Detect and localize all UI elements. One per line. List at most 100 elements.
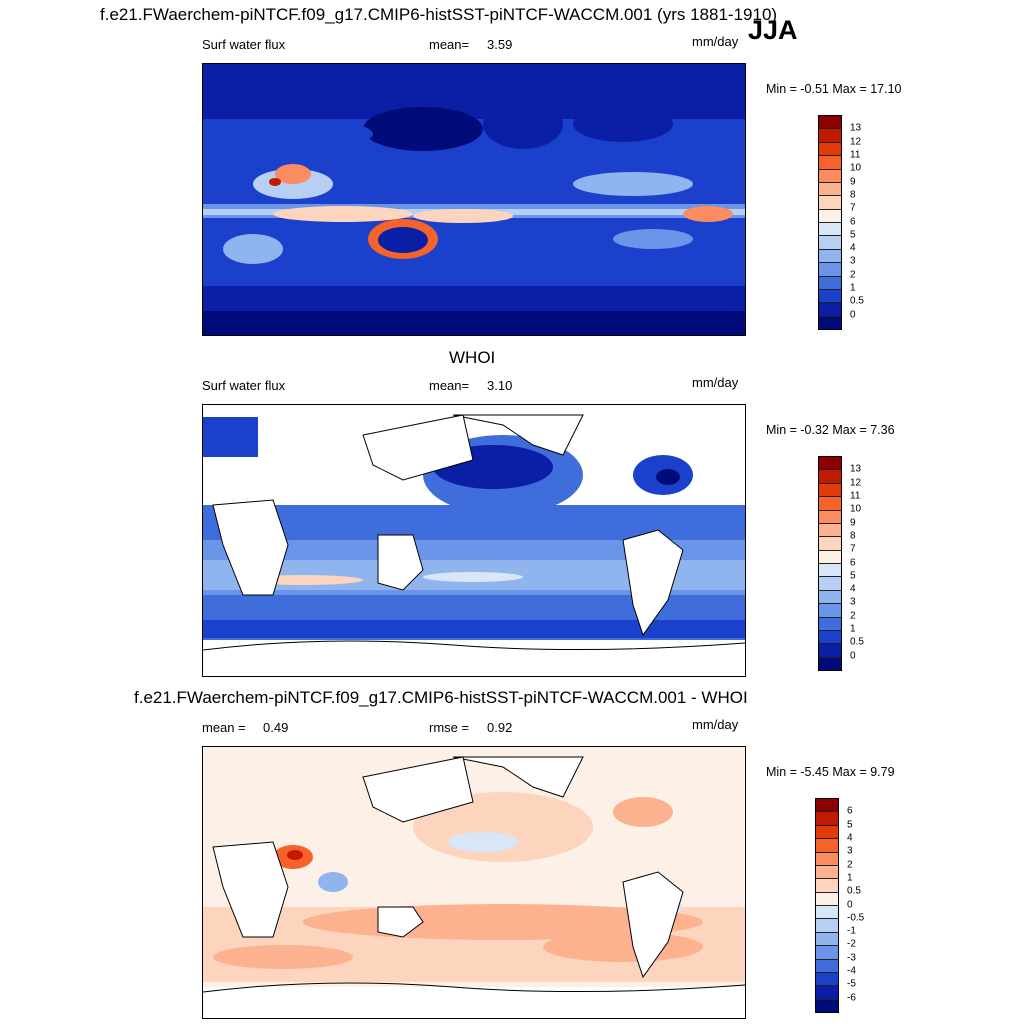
colorbar-swatch xyxy=(816,931,838,946)
panel-diff-rmse-value: 0.92 xyxy=(487,720,513,735)
colorbar-tick-label: 13 xyxy=(850,122,862,134)
colorbar-tick-label: -6 xyxy=(847,992,856,1004)
colorbar-swatch xyxy=(819,643,841,657)
colorbar-swatch xyxy=(819,288,841,303)
colorbar-swatch xyxy=(819,563,841,577)
panel-diff-map xyxy=(202,746,746,1019)
colorbar-swatch xyxy=(816,851,838,865)
colorbar-tick-label: 9 xyxy=(850,176,856,188)
panel-obs-colorbar xyxy=(818,456,842,671)
colorbar-swatch xyxy=(819,603,841,617)
panel-obs-mean-label: mean= xyxy=(429,378,470,393)
colorbar-swatch xyxy=(819,168,841,182)
colorbar-swatch xyxy=(819,509,841,523)
colorbar-tick-label: 3 xyxy=(850,255,856,267)
colorbar-tick-label: 5 xyxy=(847,819,853,831)
panel-model-mean-label: mean= xyxy=(429,37,470,52)
colorbar-swatch xyxy=(819,482,841,497)
colorbar-tick-label: 9 xyxy=(850,517,856,529)
colorbar-swatch xyxy=(819,496,841,510)
colorbar-tick-label: 0.5 xyxy=(850,295,864,307)
colorbar-tick-label: 6 xyxy=(847,805,853,817)
colorbar-swatch xyxy=(819,522,841,537)
panel-obs-variable-label: Surf water flux xyxy=(202,378,286,393)
colorbar-swatch xyxy=(819,315,841,329)
colorbar-swatch xyxy=(819,262,841,276)
colorbar-swatch xyxy=(819,181,841,196)
colorbar-tick-label: 5 xyxy=(850,570,856,582)
colorbar-swatch xyxy=(816,811,838,825)
colorbar-tick-label: 0 xyxy=(847,899,853,910)
colorbar-tick-label: 0 xyxy=(850,309,856,321)
panel-model-units: mm/day xyxy=(692,34,739,49)
colorbar-tick-label: 0.5 xyxy=(850,636,864,648)
panel-diff-mean-label: mean = xyxy=(202,720,246,735)
colorbar-tick-label: 7 xyxy=(850,202,856,214)
colorbar-tick-label: 5 xyxy=(850,229,856,241)
colorbar-swatch xyxy=(819,235,841,249)
colorbar-tick-label: 13 xyxy=(850,463,862,475)
panel-diff-rmse-label: rmse = xyxy=(429,720,470,735)
colorbar-swatch xyxy=(816,918,838,932)
colorbar-swatch xyxy=(819,155,841,169)
colorbar-tick-label: -2 xyxy=(847,938,856,950)
colorbar-swatch xyxy=(816,824,838,839)
colorbar-tick-label: 2 xyxy=(847,859,853,871)
colorbar-swatch xyxy=(819,195,841,209)
colorbar-tick-label: -1 xyxy=(847,925,856,937)
colorbar-swatch xyxy=(816,864,838,879)
colorbar-swatch xyxy=(816,838,838,852)
colorbar-tick-label: 1 xyxy=(850,282,856,294)
colorbar-tick-label: 4 xyxy=(850,583,856,595)
colorbar-swatch xyxy=(816,878,838,892)
colorbar-swatch xyxy=(816,998,838,1012)
colorbar-swatch xyxy=(819,616,841,630)
panel-obs-title: WHOI xyxy=(449,348,496,367)
panel-diff-mean-value: 0.49 xyxy=(263,720,289,735)
panel-diff-colorbar xyxy=(815,798,839,1013)
colorbar-swatch xyxy=(819,275,841,289)
colorbar-swatch xyxy=(819,549,841,563)
panel-diff-units: mm/day xyxy=(692,717,739,732)
colorbar-tick-label: 0.5 xyxy=(847,885,861,897)
colorbar-tick-label: 8 xyxy=(850,189,856,201)
colorbar-tick-label: 10 xyxy=(850,503,862,515)
colorbar-tick-label: -0.5 xyxy=(847,912,865,924)
colorbar-tick-label: 4 xyxy=(850,242,856,254)
colorbar-tick-label: 10 xyxy=(850,162,862,174)
colorbar-swatch xyxy=(819,457,841,470)
colorbar-swatch xyxy=(819,629,841,644)
colorbar-tick-label: 0 xyxy=(850,650,856,662)
colorbar-swatch xyxy=(816,958,838,972)
colorbar-tick-label: -5 xyxy=(847,978,856,990)
colorbar-tick-label: 7 xyxy=(850,543,856,555)
colorbar-swatch xyxy=(819,208,841,222)
colorbar-swatch xyxy=(819,128,841,142)
colorbar-tick-label: -4 xyxy=(847,965,856,977)
colorbar-swatch xyxy=(819,222,841,236)
panel-obs-units: mm/day xyxy=(692,375,739,390)
colorbar-tick-label: 8 xyxy=(850,530,856,542)
colorbar-swatch xyxy=(819,141,841,156)
colorbar-tick-label: -3 xyxy=(847,952,856,964)
colorbar-swatch xyxy=(816,985,838,999)
panel-model-map xyxy=(202,63,746,336)
colorbar-swatch xyxy=(816,799,838,812)
colorbar-tick-label: 6 xyxy=(850,216,856,227)
colorbar-tick-label: 11 xyxy=(850,490,861,502)
colorbar-tick-label: 2 xyxy=(850,610,856,622)
colorbar-tick-label: 3 xyxy=(850,596,856,608)
colorbar-swatch xyxy=(816,945,838,959)
panel-diff-minmax: Min = -5.45 Max = 9.79 xyxy=(766,765,895,779)
colorbar-swatch xyxy=(816,905,838,919)
colorbar-tick-label: 4 xyxy=(847,832,853,844)
colorbar-tick-label: 2 xyxy=(850,269,856,281)
colorbar-swatch xyxy=(819,116,841,129)
panel-obs-map xyxy=(202,404,746,677)
panel-obs-minmax: Min = -0.32 Max = 7.36 xyxy=(766,423,895,437)
panel-model-mean-value: 3.59 xyxy=(487,37,513,52)
panel-obs-mean-value: 3.10 xyxy=(487,378,513,393)
colorbar-swatch xyxy=(819,248,841,263)
colorbar-swatch xyxy=(816,891,838,905)
panel-model-variable-label: Surf water flux xyxy=(202,37,286,52)
